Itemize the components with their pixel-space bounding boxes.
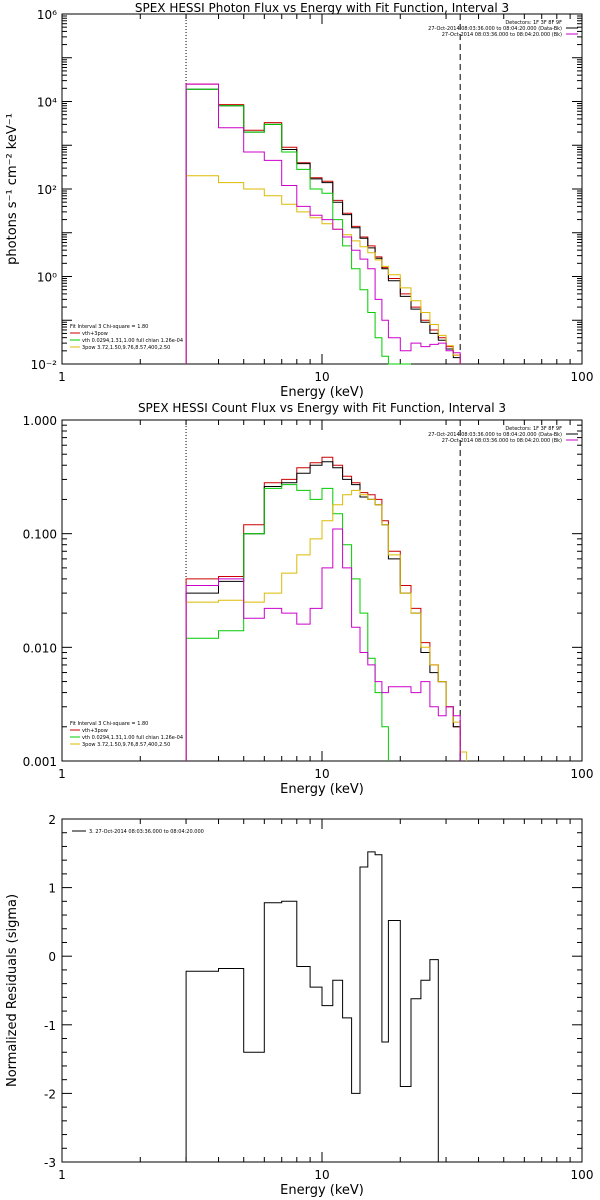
- x-axis-label: Energy (keV): [280, 1183, 364, 1198]
- y-tick-label: 0.010: [23, 641, 57, 655]
- y-tick-label: 2: [48, 813, 56, 827]
- info-text: 27-Oct-2014 08:03:36.000 to 08:04:20.000…: [442, 32, 562, 38]
- y-tick-label: 10⁶: [37, 8, 57, 22]
- info-text: Detectors: 1F 3F 8F 9F: [505, 426, 562, 432]
- series-line-2-3: [185, 484, 389, 761]
- legend-text: vth 0.0294,1.31,1.00 full chian 1.26e-04: [82, 735, 183, 741]
- legend-text: 3pow 3.72,1.50,9.76,8.57,400,2.50: [82, 742, 170, 748]
- x-axis-label: Energy (keV): [280, 385, 364, 400]
- y-tick-label: 1.000: [23, 414, 57, 428]
- series-line-1-5: [185, 83, 461, 364]
- series-line-2-1: [185, 456, 461, 761]
- y-tick-label: 0: [48, 950, 56, 964]
- x-tick-label: 10: [314, 767, 329, 781]
- info-text: Detectors: 1F 3F 8F 9F: [505, 20, 562, 26]
- series-line-2-2: [185, 461, 461, 761]
- y-tick-label: 10⁰: [37, 271, 57, 285]
- x-tick-label: 10: [314, 1168, 329, 1182]
- fit-info-text: Fit Interval 3 Chi-square = 1.80: [70, 721, 148, 727]
- chart-title-1: SPEX HESSI Photon Flux vs Energy with Fi…: [135, 1, 509, 15]
- y-axis-label: photons s⁻¹ cm⁻² keV⁻¹: [5, 113, 20, 265]
- y-tick-label: 10²: [37, 183, 57, 197]
- series-line-2-4: [185, 489, 468, 761]
- info-text: 27-Oct-2014 08:03:36.000 to 08:04:20.000…: [428, 26, 562, 32]
- legend-text: vth+3pow: [82, 728, 108, 734]
- x-tick-label: 100: [571, 370, 594, 384]
- x-tick-label: 100: [571, 1168, 594, 1182]
- y-tick-label: -3: [44, 1156, 56, 1170]
- chart-title-2: SPEX HESSI Count Flux vs Energy with Fit…: [138, 401, 506, 415]
- legend-text: 3pow 3.72,1.50,9.76,8.57,400,2.50: [82, 345, 170, 351]
- legend-text: vth+3pow: [82, 331, 108, 337]
- fit-info-text: Fit Interval 3 Chi-square = 1.80: [70, 324, 148, 330]
- legend-text: vth 0.0294,1.31,1.00 full chian 1.26e-04: [82, 338, 183, 344]
- series-line-2-5: [185, 528, 461, 761]
- y-tick-label: 0.001: [23, 755, 57, 769]
- y-axis-label: Normalized Residuals (sigma): [5, 894, 20, 1087]
- x-tick-label: 100: [571, 767, 594, 781]
- series-line-1-4: [185, 175, 461, 364]
- y-tick-label: 0.100: [23, 528, 57, 542]
- legend-text: 3. 27-Oct-2014 08:03:36.000 to 08:04:20.…: [89, 829, 204, 835]
- y-tick-label: 10⁻²: [31, 358, 58, 372]
- series-line-1-1: [185, 83, 461, 364]
- x-tick-label: 1: [58, 767, 66, 781]
- y-tick-label: -2: [44, 1087, 56, 1101]
- info-text: 27-Oct-2014 08:03:36.000 to 08:04:20.000…: [428, 432, 562, 438]
- y-tick-label: 10⁴: [37, 96, 57, 110]
- x-tick-label: 10: [314, 370, 329, 384]
- series-line-1-2: [185, 88, 461, 364]
- x-tick-label: 1: [58, 370, 66, 384]
- series-line-1-3: [185, 88, 411, 365]
- series-line-3-1: [185, 851, 461, 1163]
- info-text: 27-Oct-2014 08:03:36.000 to 08:04:20.000…: [442, 438, 562, 444]
- y-tick-label: -1: [44, 1019, 56, 1033]
- y-tick-label: 1: [48, 882, 56, 896]
- x-axis-label: Energy (keV): [280, 782, 364, 797]
- x-tick-label: 1: [58, 1168, 66, 1182]
